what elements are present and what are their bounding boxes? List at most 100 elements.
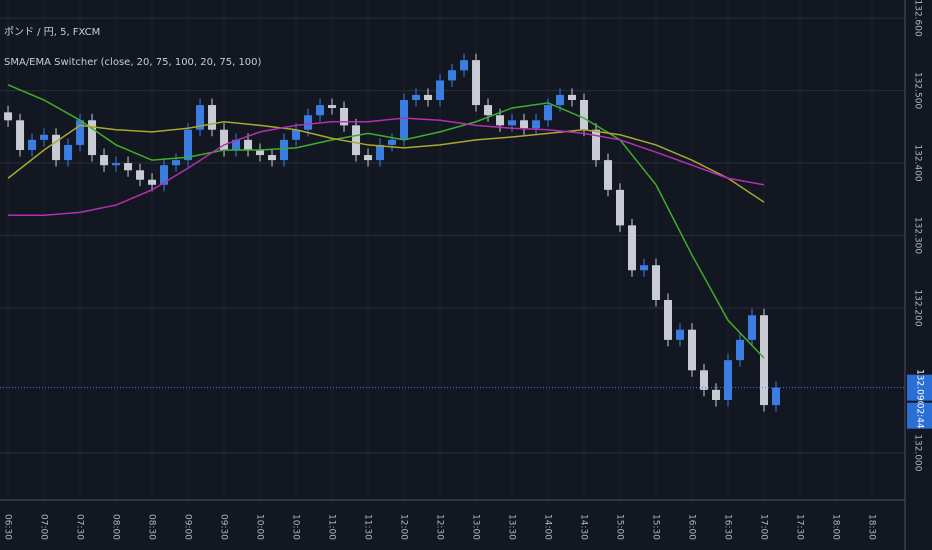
candle-body (280, 139, 289, 161)
candle-body (448, 70, 457, 81)
candle-body (484, 105, 493, 116)
x-tick-label: 10:30 (291, 514, 301, 540)
candle-body (712, 389, 721, 400)
x-tick-label: 17:00 (759, 514, 769, 540)
candle-body (472, 60, 481, 106)
x-tick-label: 11:30 (363, 514, 373, 540)
candle-body (460, 60, 469, 71)
candle-body (232, 139, 241, 150)
countdown-tag (907, 402, 932, 429)
candle-body (364, 155, 373, 161)
axes: 132.600 132.500 132.400 132.300 132.200 132.0… (3, 0, 932, 540)
candle-body (76, 120, 85, 145)
candle-body (340, 107, 349, 126)
candle-body (256, 150, 265, 156)
y-tick-label: 132.200 (913, 289, 923, 326)
candle-body (64, 144, 73, 161)
candle-body (52, 134, 61, 161)
x-tick-label: 16:30 (723, 514, 733, 540)
candle-body (328, 105, 337, 108)
candle-body (292, 129, 301, 140)
x-tick-label: 09:30 (219, 514, 229, 540)
x-tick-label: 18:30 (867, 514, 877, 540)
candle-body (28, 139, 37, 150)
candle-body (220, 129, 229, 150)
candle-body (352, 125, 361, 156)
candle-body (568, 94, 577, 100)
candle-body (544, 105, 553, 121)
candle-body (676, 329, 685, 340)
candle-body (688, 329, 697, 371)
candle-body (268, 155, 277, 161)
candle-body (40, 134, 49, 140)
candle-body (244, 139, 253, 150)
x-tick-label: 14:30 (579, 514, 589, 540)
last-price-tag (907, 374, 932, 401)
countdown-label: 02:44 (915, 403, 925, 429)
x-tick-label: 08:00 (111, 514, 121, 540)
x-tick-label: 16:00 (687, 514, 697, 540)
candle-body (184, 129, 193, 161)
candle-body (424, 94, 433, 100)
candle-body (112, 163, 121, 166)
candle-body (508, 120, 517, 126)
candle-body (652, 265, 661, 300)
moving-average (7, 120, 765, 203)
y-tick-label: 132.400 (913, 144, 923, 181)
y-tick-label: 132.600 (913, 0, 923, 37)
candle-body (4, 112, 13, 121)
x-tick-label: 13:00 (471, 514, 481, 540)
candle-body (496, 115, 505, 126)
candle-body (160, 165, 169, 185)
candle-body (88, 120, 97, 156)
candle-body (316, 105, 325, 116)
candle-body (100, 155, 109, 166)
candle-body (136, 170, 145, 180)
candle-body (196, 105, 205, 130)
candle-body (16, 120, 25, 150)
moving-average (8, 117, 765, 216)
moving-average (7, 84, 765, 359)
x-tick-label: 12:30 (435, 514, 445, 540)
x-tick-label: 14:00 (543, 514, 553, 540)
x-tick-label: 09:00 (183, 514, 193, 540)
candle-body (616, 189, 625, 226)
y-tick-label: 132.500 (913, 72, 923, 109)
candle-body (208, 105, 217, 130)
candle-body (532, 120, 541, 129)
x-tick-label: 07:30 (75, 514, 85, 540)
candle-body (520, 120, 529, 129)
candle-body (700, 370, 709, 390)
candle-body (664, 300, 673, 340)
candle-body (556, 94, 565, 106)
plot (0, 53, 905, 412)
candle-body (376, 144, 385, 161)
candle-body (400, 100, 409, 140)
candle-body (412, 94, 421, 100)
candle-body (304, 115, 313, 130)
x-tick-label: 06:30 (3, 514, 13, 540)
candle-body (760, 315, 769, 406)
candle-body (148, 179, 157, 185)
indicator-legend: SMA/EMA Switcher (close, 20, 75, 100, 20… (4, 57, 262, 68)
candle-body (724, 360, 733, 400)
x-tick-label: 13:30 (507, 514, 517, 540)
candle-body (592, 129, 601, 161)
x-tick-label: 07:00 (39, 514, 49, 540)
x-tick-label: 08:30 (147, 514, 157, 540)
candle-body (604, 160, 613, 190)
candle-body (172, 160, 181, 166)
x-tick-label: 12:00 (399, 514, 409, 540)
candle-body (736, 339, 745, 361)
candle-body (748, 315, 757, 340)
x-tick-label: 17:30 (795, 514, 805, 540)
candle-body (580, 100, 589, 130)
candle-body (388, 139, 397, 145)
candle-body (436, 80, 445, 100)
grid (0, 0, 905, 500)
candle-body (772, 387, 781, 406)
y-tick-label: 132.300 (913, 217, 923, 254)
